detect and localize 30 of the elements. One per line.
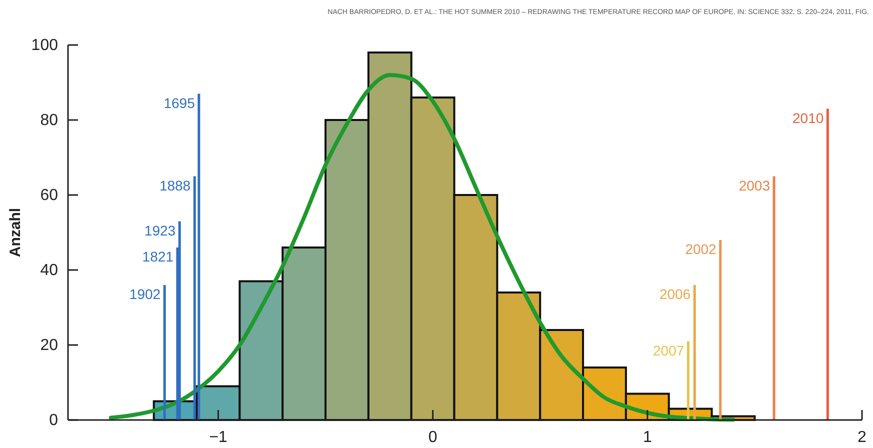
annotation: 1821 (142, 248, 174, 264)
x-tick-label: 1 (642, 429, 652, 446)
bar (178, 221, 181, 420)
annotation: 2007 (653, 342, 684, 358)
annotation: 2010 (792, 110, 824, 126)
annotation: 2002 (685, 241, 717, 257)
y-tick-label: 40 (40, 262, 58, 279)
y-tick-label: 80 (40, 112, 58, 129)
bar (826, 108, 829, 420)
bar (719, 240, 722, 420)
bar (198, 94, 200, 420)
x-tick-label: 0 (428, 429, 438, 446)
annotation: 2006 (659, 286, 691, 302)
bar (686, 341, 690, 420)
line-series (108, 73, 736, 422)
annotation: 2003 (738, 177, 770, 194)
bar (693, 285, 696, 420)
bar (163, 285, 166, 420)
annotation: 1695 (164, 94, 196, 111)
x-tick-label: −1 (209, 429, 228, 446)
y-tick-label: 0 (49, 412, 58, 429)
y-tick-label: 100 (31, 37, 58, 54)
bar (772, 176, 776, 420)
y-tick-label: 20 (40, 337, 58, 354)
annotation: 1888 (159, 177, 191, 194)
annotation: 1923 (144, 222, 176, 238)
annotation: 1902 (129, 286, 161, 302)
y-tick-label: 60 (40, 187, 58, 204)
x-tick-label: 2 (858, 429, 867, 446)
y-axis-title: Anzahl (7, 208, 24, 258)
